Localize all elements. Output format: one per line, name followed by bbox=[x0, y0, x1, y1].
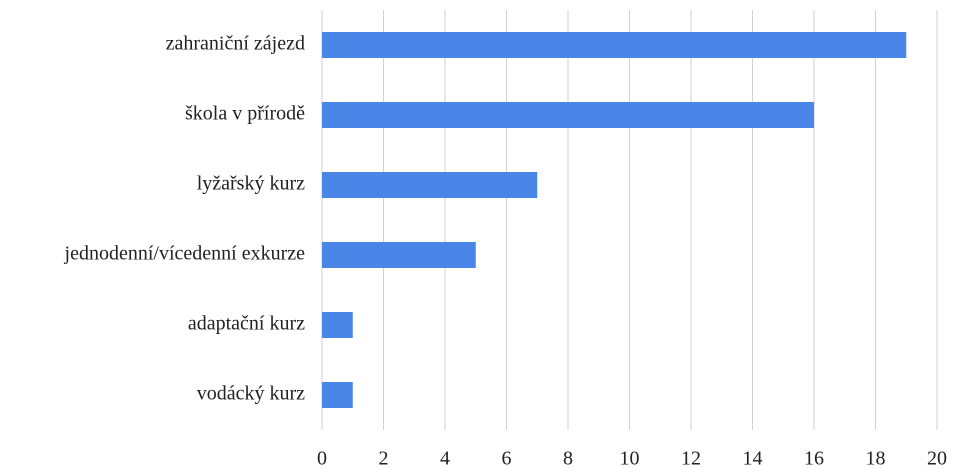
x-tick-label: 10 bbox=[620, 448, 640, 470]
y-tick-label: lyžařský kurz bbox=[197, 173, 305, 195]
y-tick-label: zahraniční zájezd bbox=[166, 33, 305, 55]
y-tick-label: škola v přírodě bbox=[185, 103, 305, 125]
x-tick-label: 6 bbox=[502, 448, 512, 470]
y-tick-label: jednodenní/vícedenní exkurze bbox=[64, 243, 306, 265]
bar bbox=[322, 172, 538, 198]
y-tick-label: vodácký kurz bbox=[197, 383, 305, 405]
x-tick-label: 16 bbox=[804, 448, 824, 470]
bar bbox=[322, 382, 353, 408]
x-tick-label: 20 bbox=[927, 448, 947, 470]
x-tick-label: 8 bbox=[563, 448, 573, 470]
bar bbox=[322, 32, 907, 58]
y-tick-label: adaptační kurz bbox=[188, 313, 305, 335]
bar bbox=[322, 242, 476, 268]
x-tick-label: 14 bbox=[743, 448, 763, 470]
x-tick-label: 12 bbox=[681, 448, 701, 470]
x-tick-label: 2 bbox=[379, 448, 389, 470]
x-tick-label: 4 bbox=[440, 448, 450, 470]
x-tick-label: 0 bbox=[317, 448, 327, 470]
x-tick-label: 18 bbox=[866, 448, 886, 470]
bar bbox=[322, 312, 353, 338]
bar bbox=[322, 102, 814, 128]
